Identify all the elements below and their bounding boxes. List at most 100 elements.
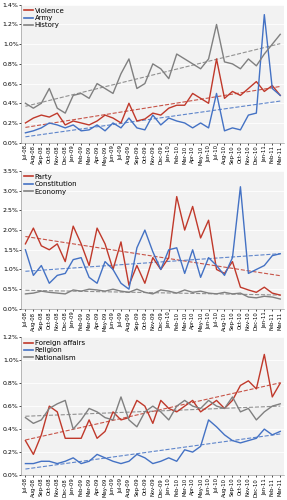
Legend: Party, Constitution, Economy: Party, Constitution, Economy <box>24 173 78 195</box>
Foreign affairs <box>159 398 162 404</box>
Nationalism <box>88 406 91 411</box>
Party <box>79 241 83 247</box>
Religion <box>111 458 115 464</box>
Economy <box>151 291 154 297</box>
Constitution <box>183 270 186 276</box>
Line: Violence: Violence <box>26 59 280 125</box>
Religion <box>103 455 107 461</box>
Foreign affairs <box>127 414 131 420</box>
Army <box>191 125 194 131</box>
Foreign affairs <box>63 436 67 442</box>
Religion <box>95 452 99 458</box>
Economy <box>191 290 194 296</box>
Foreign affairs <box>239 382 242 388</box>
Religion <box>263 426 266 432</box>
Economy <box>207 290 210 296</box>
History <box>40 100 43 106</box>
History <box>191 61 194 67</box>
Foreign affairs <box>151 420 154 426</box>
Party <box>111 266 115 272</box>
Religion <box>63 458 67 464</box>
Economy <box>111 286 115 292</box>
Party <box>263 284 266 290</box>
Party <box>24 241 27 247</box>
Violence <box>231 88 234 94</box>
Constitution <box>175 245 179 251</box>
History <box>127 56 131 62</box>
Foreign affairs <box>231 398 234 404</box>
Constitution <box>56 272 59 278</box>
Foreign affairs <box>247 378 250 384</box>
Constitution <box>263 262 266 268</box>
Foreign affairs <box>95 436 99 442</box>
Constitution <box>135 245 139 251</box>
Constitution <box>159 266 162 272</box>
Violence <box>215 56 218 62</box>
Line: History: History <box>26 24 280 113</box>
Nationalism <box>111 417 115 423</box>
Foreign affairs <box>167 406 170 411</box>
Army <box>199 120 202 126</box>
Party <box>63 258 67 264</box>
Nationalism <box>239 409 242 415</box>
Party <box>119 239 123 245</box>
Nationalism <box>71 426 75 432</box>
Economy <box>247 294 250 300</box>
History <box>24 100 27 106</box>
Violence <box>183 102 186 108</box>
History <box>255 63 258 69</box>
Violence <box>63 122 67 128</box>
Religion <box>239 440 242 446</box>
Army <box>167 115 170 121</box>
Foreign affairs <box>215 398 218 404</box>
Army <box>143 127 147 133</box>
Party <box>32 225 35 231</box>
History <box>183 56 186 62</box>
Constitution <box>71 256 75 262</box>
Army <box>215 90 218 96</box>
Economy <box>231 291 234 297</box>
Religion <box>255 436 258 442</box>
Economy <box>56 290 59 296</box>
Violence <box>263 88 266 94</box>
Line: Foreign affairs: Foreign affairs <box>26 354 280 454</box>
Economy <box>263 294 266 300</box>
Constitution <box>223 272 226 278</box>
Economy <box>271 294 274 300</box>
Constitution <box>32 272 35 278</box>
Economy <box>239 290 242 296</box>
Party <box>135 262 139 268</box>
Army <box>151 112 154 118</box>
Violence <box>95 118 99 124</box>
Religion <box>183 447 186 453</box>
History <box>151 61 154 67</box>
Religion <box>247 438 250 444</box>
Violence <box>255 78 258 84</box>
Army <box>127 115 131 121</box>
History <box>167 76 170 82</box>
History <box>159 66 162 72</box>
Economy <box>127 290 131 296</box>
Foreign affairs <box>263 352 266 358</box>
Party <box>175 194 179 200</box>
Foreign affairs <box>79 436 83 442</box>
Economy <box>95 287 99 293</box>
Economy <box>119 288 123 294</box>
Foreign affairs <box>56 409 59 415</box>
Party <box>271 290 274 296</box>
Religion <box>143 455 147 461</box>
Line: Religion: Religion <box>26 420 280 464</box>
Party <box>223 270 226 276</box>
Party <box>183 227 186 233</box>
Army <box>32 128 35 134</box>
History <box>143 80 147 86</box>
Religion <box>127 458 131 464</box>
History <box>207 56 210 62</box>
Violence <box>135 118 139 124</box>
Party <box>239 284 242 290</box>
Constitution <box>40 262 43 268</box>
History <box>215 22 218 28</box>
Nationalism <box>247 406 250 411</box>
Foreign affairs <box>48 403 51 409</box>
Violence <box>79 120 83 126</box>
